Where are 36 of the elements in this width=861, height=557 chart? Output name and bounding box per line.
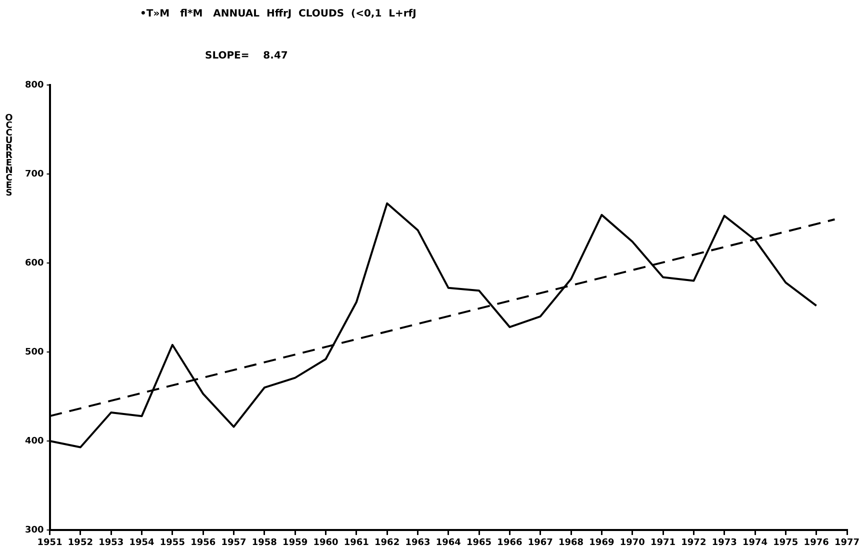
x-tick-label: 1962 — [374, 538, 400, 548]
y-tick-label: 400 — [24, 436, 44, 446]
x-tick-label: 1964 — [436, 538, 461, 548]
text: OCCURRENCES — [5, 113, 13, 198]
x-tick-label: 1972 — [681, 538, 706, 548]
y-tick-label: 300 — [24, 525, 44, 536]
x-tick-label: 1976 — [804, 538, 829, 548]
chart-title: •T»M fl*M ANNUAL HffrJ CLOUDS (<0,1 L+rfJ — [140, 8, 416, 20]
x-tick-label: 1970 — [620, 538, 645, 548]
x-tick-label: 1957 — [221, 538, 246, 548]
x-tick-label: 1956 — [190, 538, 216, 548]
x-tick-label: 1977 — [834, 538, 860, 548]
x-tick-label: 1960 — [313, 538, 338, 548]
x-tick-label: 1966 — [497, 538, 522, 548]
x-tick-label: 1951 — [37, 538, 62, 548]
x-tick-label: 1973 — [712, 538, 737, 548]
chart-subtitle: SLOPE= 8.47 — [205, 50, 288, 62]
x-tick-label: 1967 — [528, 538, 553, 548]
x-tick-label: 1975 — [773, 538, 798, 548]
x-tick-label: 1974 — [742, 538, 768, 548]
x-tick-label: 1952 — [68, 538, 93, 548]
x-tick-label: 1959 — [282, 538, 308, 548]
x-tick-label: 1953 — [98, 538, 124, 548]
y-tick-label: 600 — [24, 258, 44, 268]
x-tick-label: 1961 — [344, 538, 369, 548]
x-tick-label: 1965 — [466, 538, 492, 548]
y-tick-label: 800 — [24, 80, 44, 90]
y-tick-label: 700 — [24, 169, 44, 180]
y-tick-label: 500 — [24, 347, 44, 358]
x-tick-label: 1955 — [160, 538, 185, 548]
x-tick-label: 1969 — [589, 538, 614, 548]
x-tick-label: 1963 — [405, 538, 430, 548]
x-tick-label: 1968 — [558, 538, 584, 548]
x-tick-label: 1958 — [252, 538, 277, 548]
x-tick-label: 1971 — [650, 538, 676, 548]
x-tick-label: 1954 — [129, 538, 154, 548]
